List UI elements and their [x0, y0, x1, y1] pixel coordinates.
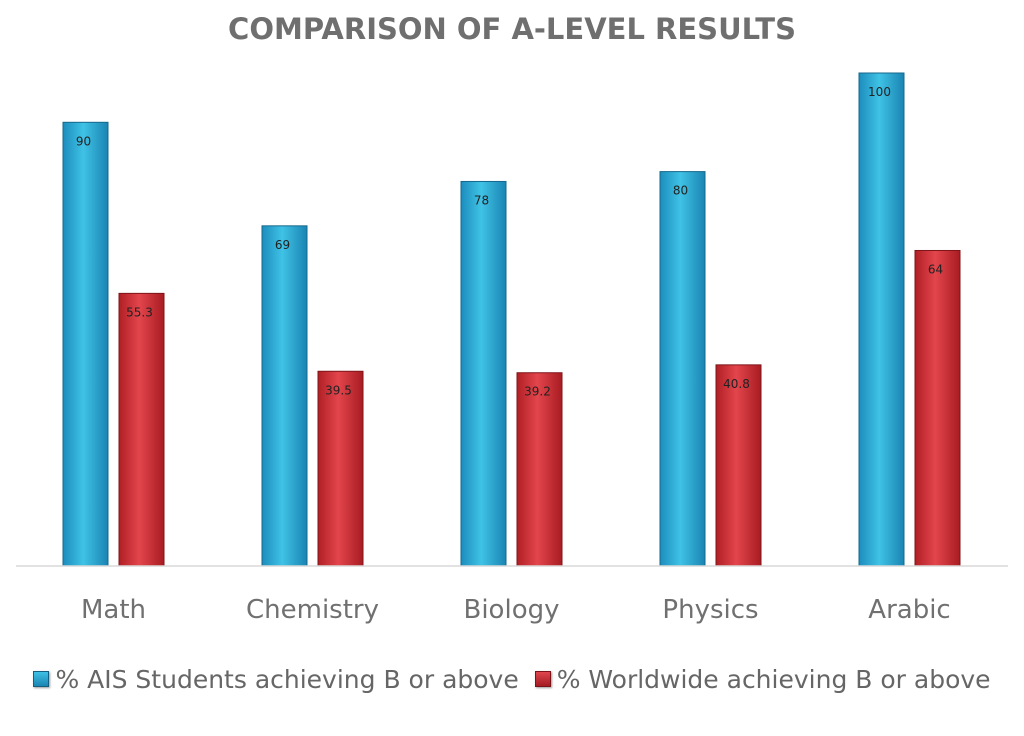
data-label-physics-ais: 80 — [673, 184, 688, 198]
bar-chemistry-ais — [261, 225, 308, 567]
data-label-math-worldwide: 55.3 — [126, 305, 153, 319]
chart-title: COMPARISON OF A-LEVEL RESULTS — [228, 12, 796, 46]
data-label-biology-ais: 78 — [474, 193, 489, 207]
data-label-arabic-ais: 100 — [868, 85, 891, 99]
bar-math-worldwide — [118, 292, 165, 567]
data-label-arabic-worldwide: 64 — [928, 262, 943, 276]
bar-math-ais — [62, 121, 109, 567]
legend-item-ais: % AIS Students achieving B or above — [33, 664, 519, 694]
legend: % AIS Students achieving B or above % Wo… — [0, 664, 1024, 694]
data-label-biology-worldwide: 39.2 — [524, 385, 551, 399]
data-label-chemistry-worldwide: 39.5 — [325, 383, 352, 397]
bar-physics-ais — [659, 171, 706, 567]
x-tick-label-physics: Physics — [662, 595, 758, 625]
legend-item-worldwide: % Worldwide achieving B or above — [534, 664, 991, 694]
bar-chart: 90 55.3 69 39.5 78 39.2 80 40.8 100 64 Math Chemis… — [16, 72, 1008, 625]
bar-physics-worldwide — [715, 364, 762, 567]
legend-label-ais: % AIS Students achieving B or above — [55, 664, 519, 694]
legend-label-worldwide: % Worldwide achieving B or above — [556, 664, 991, 694]
legend-swatch-worldwide — [534, 671, 551, 687]
x-tick-label-math: Math — [81, 595, 146, 625]
x-tick-label-biology: Biology — [464, 595, 560, 625]
bar-biology-worldwide — [516, 372, 563, 567]
data-label-physics-worldwide: 40.8 — [723, 377, 750, 391]
bar-arabic-worldwide — [914, 249, 961, 567]
bar-chemistry-worldwide — [317, 370, 364, 567]
bar-biology-ais — [460, 180, 507, 567]
legend-swatch-ais — [33, 671, 50, 687]
x-tick-label-arabic: Arabic — [868, 595, 950, 625]
data-label-math-ais: 90 — [76, 134, 91, 148]
x-tick-label-chemistry: Chemistry — [246, 595, 379, 625]
data-label-chemistry-ais: 69 — [275, 238, 290, 252]
bar-arabic-ais — [858, 72, 905, 567]
